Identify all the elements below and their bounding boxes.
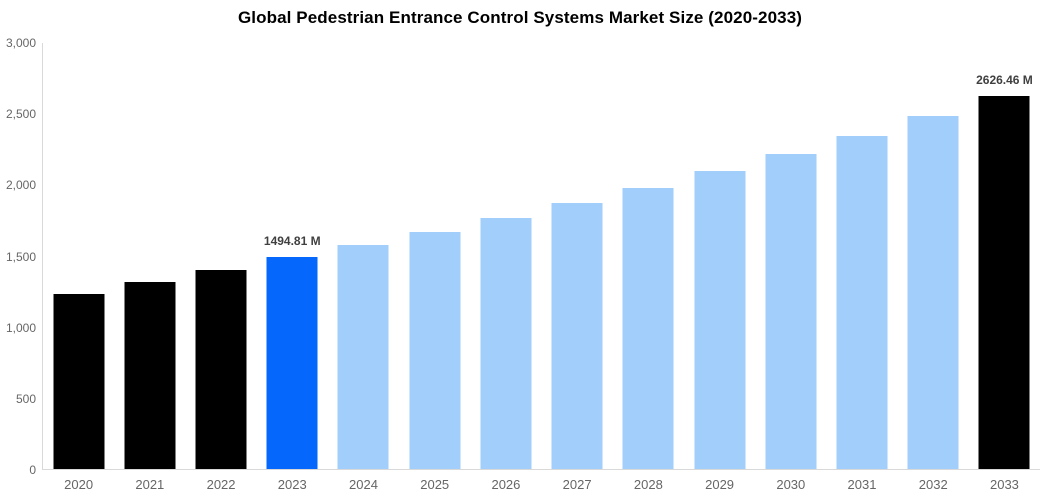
bar-group-2033: 2626.46 M 2033	[969, 43, 1040, 492]
value-label-2033: 2626.46 M	[976, 73, 1033, 88]
bar-group-2031: 2031	[826, 43, 897, 492]
y-axis-tick-label: 3,000	[5, 36, 36, 50]
bar-2028[interactable]	[622, 187, 674, 469]
y-axis-tick-label: 1,500	[5, 249, 36, 264]
plot-area: 2020 2021 2022 1494.81 M 2023 2024 2025 2026 202…	[42, 43, 1040, 492]
x-axis-label-2022: 2022	[206, 477, 236, 492]
bar-group-2022: 2022	[185, 43, 256, 492]
bar-2030[interactable]	[765, 153, 817, 469]
bar-group-2023: 1494.81 M 2023	[257, 43, 328, 492]
bar-2021[interactable]	[124, 281, 176, 469]
value-label-2023: 1494.81 M	[263, 233, 321, 248]
x-axis-label-2029: 2029	[705, 477, 735, 492]
y-axis-tick-label: 2,500	[5, 107, 36, 122]
x-axis-label-2026: 2026	[491, 477, 521, 492]
bar-2026[interactable]	[480, 217, 532, 469]
bar-2025[interactable]	[409, 231, 461, 469]
x-axis-label-2024: 2024	[349, 477, 378, 492]
bar-2023[interactable]	[266, 256, 318, 469]
bar-group-2029: 2029	[684, 43, 755, 492]
bar-group-2021: 2021	[114, 43, 185, 492]
x-axis-label-2028: 2028	[633, 477, 663, 492]
bar-2031[interactable]	[836, 135, 888, 469]
y-axis-tick-label: 2,000	[5, 178, 36, 193]
x-axis-label-2031: 2031	[847, 477, 877, 492]
bar-2022[interactable]	[195, 270, 247, 469]
bar-group-2024: 2024	[328, 43, 399, 492]
x-axis-label-2027: 2027	[562, 477, 592, 492]
bar-2020[interactable]	[53, 294, 105, 469]
x-axis-label-2030: 2030	[776, 477, 806, 492]
bar-2027[interactable]	[551, 203, 603, 469]
bar-group-2032: 2032	[898, 43, 969, 492]
y-axis: 0 500 1,000 1,500 2,000 2,500 3,000	[0, 36, 36, 477]
x-axis-label-2021: 2021	[135, 477, 165, 492]
x-axis-label-2020: 2020	[64, 477, 94, 492]
y-axis-tick-label: 0	[29, 463, 36, 477]
bar-group-2027: 2027	[542, 43, 613, 492]
x-axis-label-2032: 2032	[918, 477, 948, 492]
x-axis-label-2023: 2023	[277, 477, 307, 492]
bar-2032[interactable]	[907, 116, 959, 469]
chart-title: Global Pedestrian Entrance Control Syste…	[237, 8, 803, 27]
bar-group-2030: 2030	[755, 43, 826, 492]
x-axis-label-2033: 2033	[989, 477, 1019, 492]
bar-2024[interactable]	[337, 244, 389, 469]
y-axis-tick-label: 500	[15, 391, 36, 406]
bar-2033[interactable]	[978, 96, 1030, 469]
bar-group-2025: 2025	[399, 43, 470, 492]
bar-group-2026: 2026	[470, 43, 541, 492]
x-axis-label-2025: 2025	[420, 477, 450, 492]
bar-2029[interactable]	[694, 171, 746, 469]
bar-group-2028: 2028	[613, 43, 684, 492]
bar-group-2020: 2020	[43, 43, 114, 492]
y-axis-tick-label: 1,000	[5, 320, 36, 335]
